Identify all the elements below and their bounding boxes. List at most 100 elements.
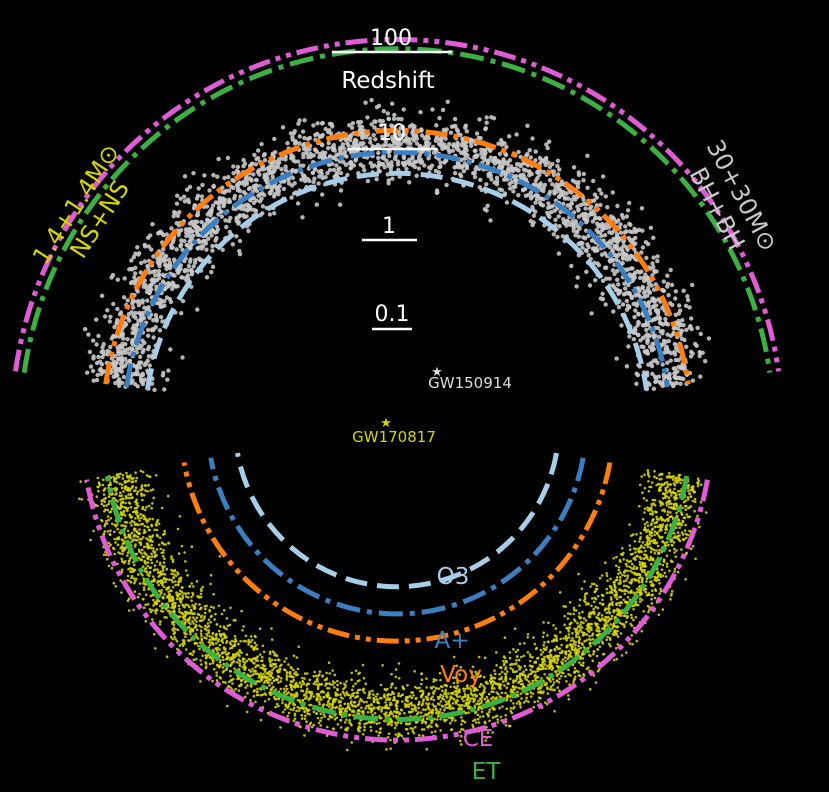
data-point: [683, 501, 686, 504]
data-point: [432, 680, 435, 683]
data-point: [573, 642, 576, 645]
data-point: [152, 547, 155, 550]
data-point: [108, 319, 112, 323]
data-point: [162, 596, 165, 599]
data-point: [562, 658, 565, 661]
data-point: [523, 655, 526, 658]
data-point: [616, 598, 619, 601]
data-point: [380, 684, 383, 687]
data-point: [629, 548, 632, 551]
data-point: [273, 667, 276, 670]
data-point: [318, 673, 321, 676]
data-point: [219, 555, 222, 558]
data-point: [320, 717, 323, 720]
data-point: [673, 541, 676, 544]
data-point: [620, 632, 623, 635]
data-point: [621, 654, 624, 657]
data-point: [547, 692, 550, 695]
data-point: [114, 541, 117, 544]
data-point: [335, 717, 338, 720]
data-point: [229, 675, 232, 678]
data-point: [290, 694, 293, 697]
data-point: [196, 595, 199, 598]
data-point: [133, 527, 136, 530]
data-point: [334, 674, 337, 677]
data-point: [378, 708, 381, 711]
data-point: [518, 687, 521, 690]
data-point: [351, 710, 354, 713]
data-point: [132, 480, 135, 483]
data-point: [478, 721, 481, 724]
data-point: [247, 643, 250, 646]
data-point: [658, 474, 661, 477]
data-point: [628, 544, 631, 547]
data-point: [444, 704, 447, 707]
data-point: [684, 524, 687, 527]
data-point: [147, 561, 150, 564]
data-point: [110, 510, 113, 513]
data-point: [662, 564, 665, 567]
data-point: [546, 665, 549, 668]
data-point: [418, 702, 421, 705]
data-point: [305, 697, 308, 700]
data-point: [650, 548, 653, 551]
data-point: [488, 711, 491, 714]
data-point: [663, 317, 667, 321]
data-point: [422, 690, 425, 693]
data-point: [244, 686, 247, 689]
data-point: [270, 671, 273, 674]
data-point: [170, 579, 173, 582]
data-point: [211, 637, 214, 640]
data-point: [262, 673, 265, 676]
data-point: [671, 590, 674, 593]
data-point: [416, 713, 419, 716]
data-point: [573, 618, 576, 621]
data-point: [140, 523, 143, 526]
data-point: [124, 488, 127, 491]
data-point: [504, 636, 507, 639]
data-point: [162, 569, 165, 572]
data-point: [136, 502, 139, 505]
data-point: [272, 650, 275, 653]
data-point: [146, 347, 150, 351]
data-point: [152, 497, 155, 500]
data-point: [283, 668, 286, 671]
data-point: [350, 741, 353, 744]
data-point: [121, 553, 124, 556]
data-point: [413, 732, 416, 735]
data-point: [390, 686, 393, 689]
data-point: [604, 609, 607, 612]
data-point: [599, 602, 602, 605]
data-point: [631, 553, 634, 556]
data-point: [509, 651, 512, 654]
data-point: [519, 693, 522, 696]
data-point: [637, 604, 640, 607]
data-point: [661, 362, 665, 366]
data-point: [705, 511, 708, 514]
data-point: [317, 717, 320, 720]
data-point: [409, 702, 412, 705]
data-point: [630, 581, 633, 584]
data-point: [618, 569, 621, 572]
data-point: [223, 670, 226, 673]
data-point: [614, 586, 617, 589]
data-point: [163, 565, 166, 568]
data-point: [444, 183, 448, 187]
data-point: [411, 708, 414, 711]
data-point: [414, 686, 417, 689]
data-point: [523, 642, 526, 645]
data-point: [539, 692, 542, 695]
data-point: [655, 549, 658, 552]
data-point: [673, 482, 676, 485]
data-point: [266, 676, 269, 679]
data-point: [397, 692, 400, 695]
data-point: [405, 723, 408, 726]
data-point: [609, 578, 612, 581]
data-point: [506, 682, 509, 685]
data-point: [601, 174, 605, 178]
data-point: [188, 618, 191, 621]
data-point: [512, 648, 515, 651]
data-point: [254, 701, 257, 704]
data-point: [599, 646, 602, 649]
data-point: [460, 716, 463, 719]
